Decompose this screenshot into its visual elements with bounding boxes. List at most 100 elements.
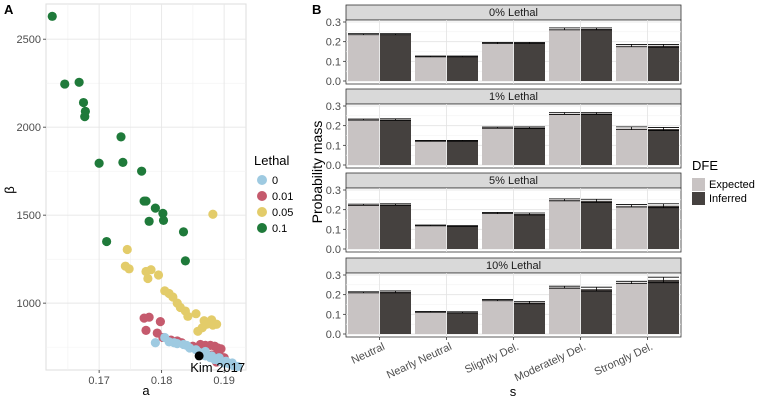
scatter-point-lethal-0.1	[78, 97, 89, 108]
bar-inferred	[447, 56, 478, 81]
y-tick-label: 0.1	[326, 309, 341, 321]
y-tick-label: 2500	[17, 34, 41, 46]
x-tick-label: Strongly Del.	[593, 341, 655, 378]
scatter-point-lethal-0.1	[118, 157, 128, 167]
y-tick-label: 0.3	[326, 17, 341, 29]
legend-lethal-swatch	[257, 175, 267, 185]
scatter-point-lethal-0.05	[208, 209, 218, 219]
bar-expected	[549, 28, 580, 82]
scatter-point-lethal-0.1	[158, 215, 169, 226]
scatter-point-lethal-0.05	[191, 309, 201, 319]
legend-dfe-swatch	[692, 192, 705, 205]
bar-inferred	[581, 289, 612, 334]
bar-expected	[348, 204, 379, 249]
scatter-point-lethal-0.1	[150, 203, 160, 213]
scatter-point-lethal-0.05	[153, 270, 164, 280]
bar-inferred	[648, 45, 679, 81]
panel-b-y-label: Probability mass	[309, 121, 325, 224]
bar-expected	[616, 282, 647, 334]
panel-b-facets: 0% Lethal 0.0 0.1 0.2 0.3 1% Lethal 0.0 0.1 0.2 0…	[326, 4, 682, 341]
scatter-point-lethal-0.1	[144, 216, 154, 226]
scatter-point-lethal-0.05	[122, 244, 132, 255]
y-tick-label: 0.0	[326, 160, 341, 172]
scatter-point-lethal-0.01	[141, 325, 151, 336]
bar-expected	[549, 199, 580, 249]
scatter-point-lethal-0.05	[183, 311, 193, 321]
panel-a-gridlines	[46, 4, 246, 370]
legend-lethal-entries: 0 0.01 0.05 0.1	[257, 175, 293, 235]
bar-expected	[482, 300, 513, 334]
bar-expected	[415, 140, 446, 165]
panel-a-label: A	[4, 2, 14, 17]
scatter-point-lethal-0.1	[60, 79, 70, 89]
bar-expected	[415, 225, 446, 249]
scatter-point-lethal-0.01	[155, 317, 165, 327]
legend-dfe-swatch	[692, 178, 705, 191]
legend-lethal-title: Lethal	[254, 153, 290, 168]
scatter-point-lethal-0.1	[141, 196, 151, 206]
legend-dfe-label: Inferred	[709, 193, 747, 205]
x-tick-label: Neutral	[350, 341, 387, 367]
scatter-point-lethal-0.05	[193, 326, 203, 336]
facet-title: 1% Lethal	[489, 91, 538, 103]
x-tick-label: 0.17	[88, 375, 109, 387]
bar-expected	[616, 205, 647, 249]
x-tick-label: 0.18	[151, 375, 172, 387]
bar-expected	[549, 287, 580, 334]
legend-lethal-swatch	[257, 223, 267, 233]
scatter-point-lethal-0.1	[180, 256, 190, 266]
bar-expected	[348, 292, 379, 334]
facet-title: 5% Lethal	[489, 175, 538, 187]
bar-inferred	[581, 28, 612, 82]
facet-title: 0% Lethal	[489, 7, 538, 19]
y-tick-label: 0.0	[326, 244, 341, 256]
y-tick-label: 0.2	[326, 37, 341, 49]
panel-b: B 0% Lethal 0.0 0.1 0.2 0.3 1% Lethal 0.0 0.1 0.…	[309, 2, 682, 399]
scatter-point-lethal-0.1	[102, 236, 112, 247]
y-tick-label: 0.3	[326, 270, 341, 282]
bar-expected	[616, 45, 647, 81]
bar-inferred	[447, 225, 478, 249]
y-tick-label: 0.0	[326, 76, 341, 88]
legend-lethal-swatch	[257, 191, 267, 201]
panel-b-x-label: s	[510, 384, 517, 399]
facet-title: 10% Lethal	[486, 260, 541, 272]
y-tick-label: 0.3	[326, 101, 341, 113]
scatter-point-lethal-0.1	[47, 11, 57, 21]
legend-lethal: Lethal 0 0.01 0.05 0.1	[254, 153, 293, 235]
scatter-point-lethal-0.1	[80, 112, 90, 122]
scatter-point-lethal-0.1	[137, 166, 147, 176]
scatter-point-lethal-0	[150, 338, 160, 348]
panel-a-y-ticks: 1000 1500 2000 2500	[17, 34, 46, 310]
legend-dfe-entries: Expected Inferred	[692, 178, 755, 205]
x-tick-label: 0.19	[213, 375, 234, 387]
x-tick-label: Moderately Del.	[513, 341, 588, 384]
bar-inferred	[514, 43, 545, 81]
scatter-point-lethal-0.1	[94, 158, 104, 168]
bar-expected	[616, 128, 647, 165]
legend-dfe-label: Expected	[709, 179, 755, 191]
y-tick-label: 0.1	[326, 224, 341, 236]
panel-a-points	[47, 11, 243, 372]
y-tick-label: 0.0	[326, 329, 341, 341]
scatter-point-lethal-0.01	[144, 312, 154, 322]
panel-a-x-label: a	[142, 383, 150, 398]
y-tick-label: 0.2	[326, 205, 341, 217]
scatter-point-lethal-0.05	[212, 319, 222, 329]
y-tick-label: 0.2	[326, 290, 341, 302]
bar-expected	[482, 127, 513, 165]
bar-inferred	[380, 34, 411, 81]
legend-lethal-label: 0.01	[272, 191, 293, 203]
facet-0: 0% Lethal 0.0 0.1 0.2 0.3	[326, 4, 682, 88]
y-tick-label: 0.1	[326, 140, 341, 152]
legend-dfe: DFE Expected Inferred	[692, 158, 755, 205]
legend-lethal-label: 0.05	[272, 207, 293, 219]
legend-lethal-swatch	[257, 207, 267, 217]
bar-expected	[415, 311, 446, 334]
scatter-point-lethal-0.1	[116, 132, 126, 142]
legend-dfe-title: DFE	[692, 158, 718, 173]
scatter-point-lethal-0	[227, 358, 237, 368]
bar-inferred	[581, 200, 612, 249]
scatter-point-lethal-0	[214, 353, 224, 363]
